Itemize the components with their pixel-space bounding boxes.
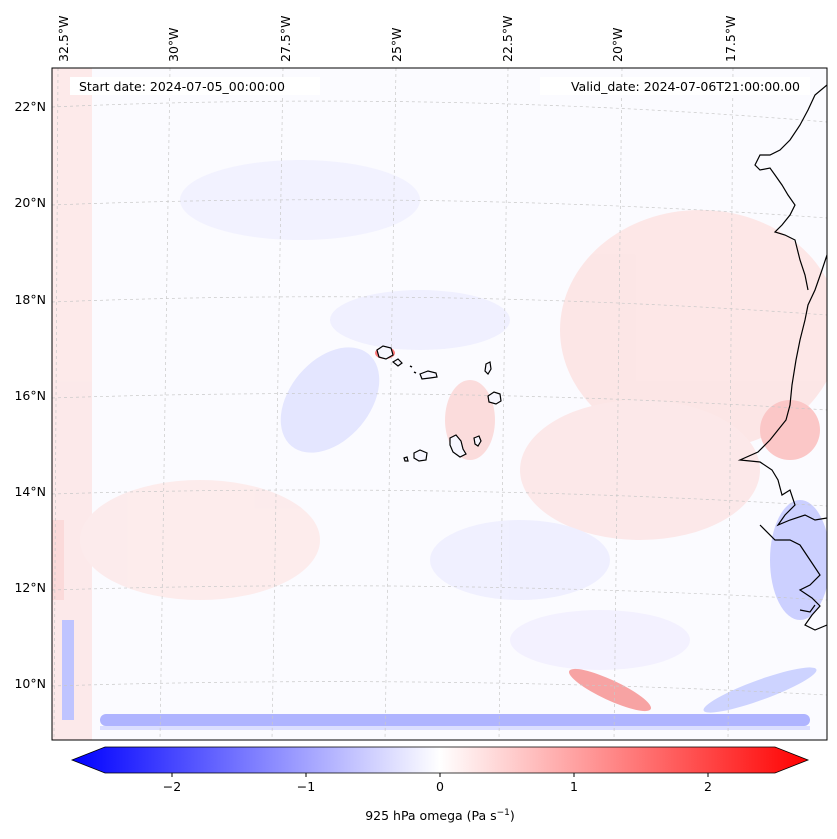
lat-label: 18°N — [14, 292, 46, 307]
cape-verde-islands — [376, 345, 502, 462]
lon-label: 25°W — [389, 27, 404, 62]
colorbar: −2 −1 0 1 2 925 hPa omega (Pa s−1) — [70, 746, 810, 823]
lat-label: 16°N — [14, 388, 46, 403]
lat-label: 14°N — [14, 484, 46, 499]
colorbar-title-sup: −1 — [497, 808, 510, 818]
graticule — [52, 68, 827, 740]
island-sao-vicente — [391, 358, 403, 367]
map-panel: Start date: 2024-07-05_00:00:00 Valid_da… — [52, 68, 827, 740]
start-date-box — [70, 77, 320, 95]
omega-field — [52, 68, 827, 740]
island-santo-antao — [376, 345, 394, 360]
island-sao-nicolau — [419, 370, 438, 380]
colorbar-tick-label: 0 — [436, 779, 444, 794]
colorbar-title: 925 hPa omega (Pa s−1) — [365, 808, 515, 823]
latitude-labels: 22°N 20°N 18°N 16°N 14°N 12°N 10°N — [14, 99, 46, 691]
island-santiago — [449, 434, 467, 458]
colorbar-ticks: −2 −1 0 1 2 — [163, 773, 712, 794]
colorbar-bar — [70, 746, 810, 774]
lon-label: 20°W — [610, 27, 625, 62]
longitude-labels: 32.5°W 30°W 27.5°W 25°W 22.5°W 20°W 17.5… — [56, 16, 738, 62]
start-date-label: Start date: 2024-07-05_00:00:00 — [79, 79, 285, 94]
colorbar-title-end: ) — [510, 808, 515, 823]
lon-label: 32.5°W — [56, 16, 71, 62]
map-frame — [51, 67, 828, 741]
africa-coast — [737, 254, 827, 527]
colorbar-tick-label: 2 — [704, 779, 712, 794]
lat-label: 20°N — [14, 195, 46, 210]
valid-date-label: Valid_date: 2024-07-06T21:00:00.00 — [571, 79, 800, 94]
colorbar-tick-label: −2 — [163, 779, 181, 794]
coastline — [737, 84, 827, 631]
island-fogo — [413, 449, 428, 462]
lon-label: 30°W — [166, 27, 181, 62]
island-brava — [403, 456, 409, 462]
lon-label: 22.5°W — [500, 16, 515, 62]
colorbar-tick-label: −1 — [297, 779, 315, 794]
lat-label: 10°N — [14, 676, 46, 691]
colorbar-tick-label: 1 — [570, 779, 578, 794]
island-maio — [473, 435, 482, 447]
lat-label: 22°N — [14, 99, 46, 114]
island-sal — [484, 361, 492, 375]
lon-label: 17.5°W — [723, 16, 738, 62]
colorbar-title-main: 925 hPa omega (Pa s — [365, 808, 496, 823]
valid-date-box — [540, 77, 810, 95]
lon-label: 27.5°W — [278, 16, 293, 62]
lat-label: 12°N — [14, 580, 46, 595]
island-boa-vista — [487, 391, 502, 405]
